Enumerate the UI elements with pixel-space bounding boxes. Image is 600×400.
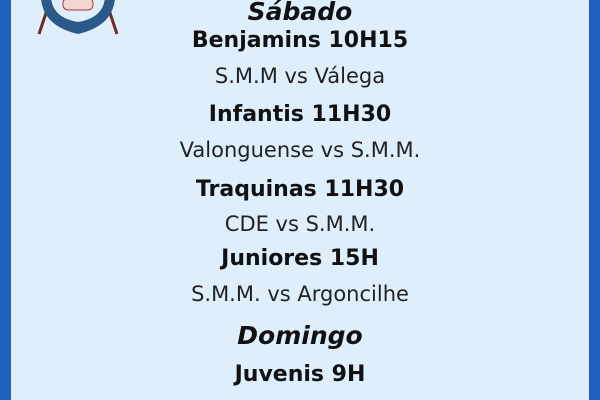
category-time: Benjamins 10H15 [191,28,409,53]
anchor-club-crest-icon [37,0,119,35]
category-time: Traquinas 11H30 [195,177,405,202]
category-time: Juniores 15H [221,246,379,271]
match-teams: Valonguense vs S.M.M. [179,138,421,162]
category-time: Infantis 11H30 [208,102,392,127]
poster-panel: Sábado Benjamins 10H15 S.M.M vs Válega I… [11,0,589,400]
day-heading-sunday: Domingo [237,321,363,350]
match-teams: CDE vs S.M.M. [224,212,376,236]
category-time: Juvenis 9H [234,362,366,387]
day-heading-saturday: Sábado [247,0,353,26]
match-teams: S.M.M vs Válega [214,64,386,88]
match-teams: S.M.M. vs Argoncilhe [191,282,409,306]
